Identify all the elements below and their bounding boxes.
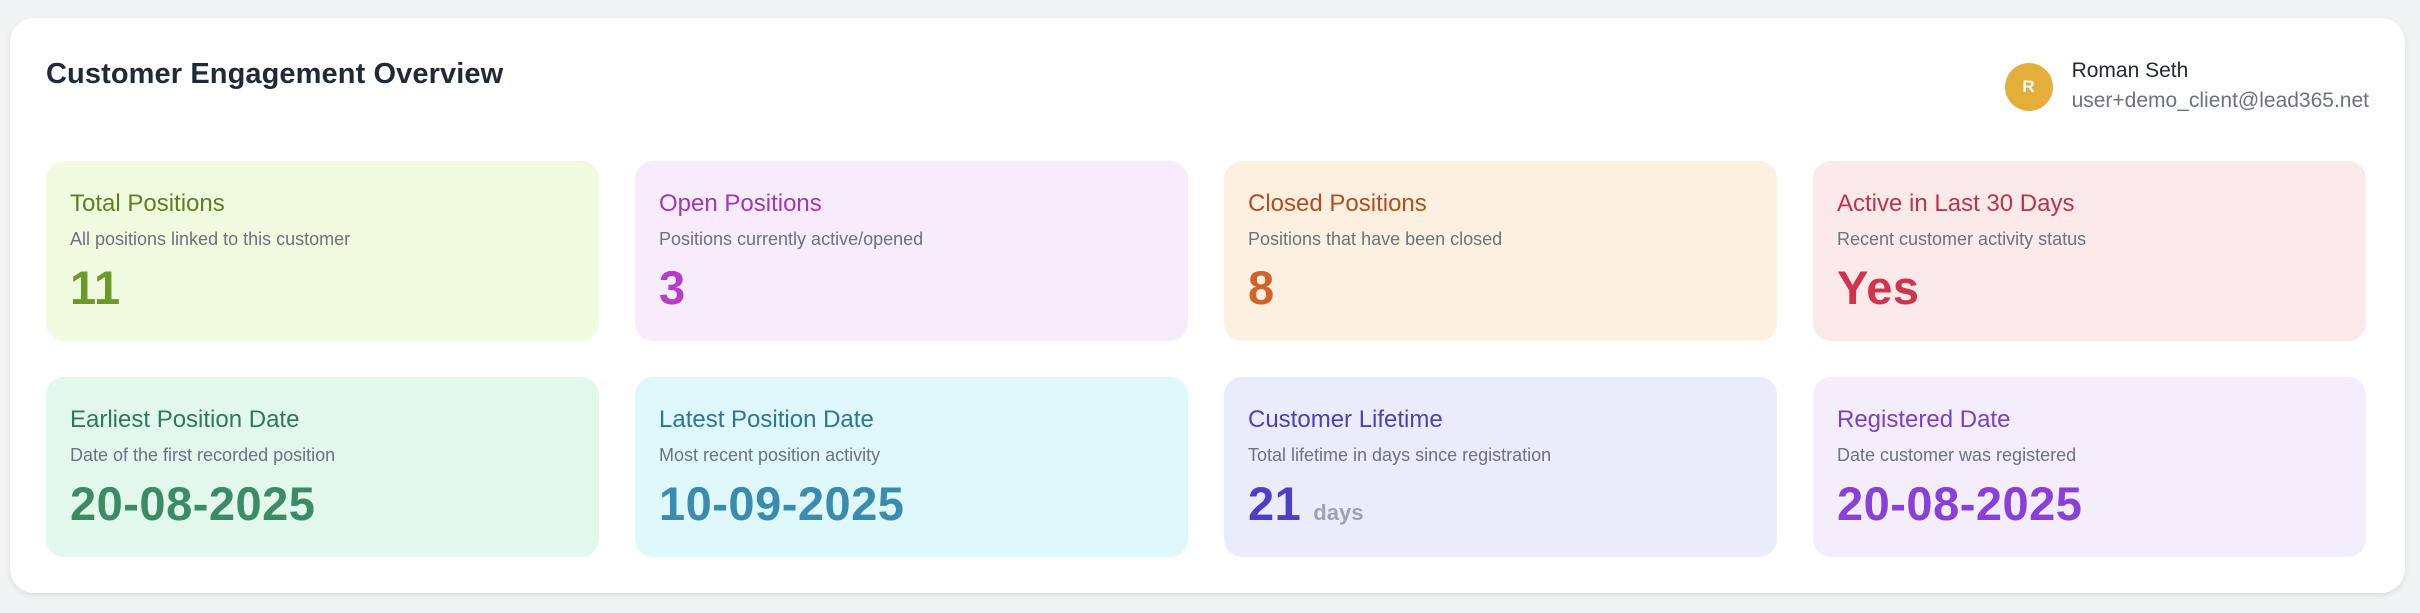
- card-closed-positions: Closed Positions Positions that have bee…: [1224, 161, 1777, 341]
- user-email: user+demo_client@lead365.net: [2071, 89, 2369, 112]
- card-value: 21: [1248, 477, 1302, 530]
- card-unit: days: [1313, 500, 1364, 525]
- card-latest-position-date: Latest Position Date Most recent positio…: [635, 377, 1188, 557]
- card-description: All positions linked to this customer: [70, 229, 351, 249]
- user-profile[interactable]: R Roman Seth user+demo_client@lead365.ne…: [2004, 56, 2369, 116]
- card-active-last-30-days: Active in Last 30 Days Recent customer a…: [1813, 161, 2366, 341]
- card-title: Closed Positions: [1248, 190, 1427, 217]
- card-value: 20-08-2025: [1837, 477, 2083, 530]
- card-customer-lifetime: Customer Lifetime Total lifetime in days…: [1224, 377, 1777, 557]
- card-title: Customer Lifetime: [1248, 406, 1443, 433]
- avatar[interactable]: R: [2004, 63, 2053, 111]
- card-title: Registered Date: [1837, 406, 2011, 433]
- card-description: Date of the first recorded position: [70, 445, 336, 465]
- card-title: Total Positions: [70, 190, 225, 217]
- card-description: Total lifetime in days since registratio…: [1248, 445, 1552, 465]
- card-earliest-position-date: Earliest Position Date Date of the first…: [46, 377, 599, 557]
- card-value: 10-09-2025: [659, 477, 905, 530]
- card-value: 3: [659, 261, 686, 314]
- card-value: 8: [1248, 261, 1275, 314]
- user-info: Roman Seth user+demo_client@lead365.net: [2072, 56, 2369, 116]
- card-open-positions: Open Positions Positions currently activ…: [635, 161, 1188, 341]
- card-value: 20-08-2025: [70, 477, 316, 530]
- card-value: 11: [70, 261, 121, 314]
- card-description: Most recent position activity: [659, 445, 881, 465]
- page-title: Customer Engagement Overview: [46, 58, 504, 90]
- card-title: Earliest Position Date: [70, 406, 300, 433]
- card-title: Active in Last 30 Days: [1837, 190, 2075, 217]
- card-value: Yes: [1837, 261, 1920, 314]
- engagement-panel: Customer Engagement Overview R Roman Set…: [10, 18, 2405, 593]
- card-description: Positions currently active/opened: [659, 229, 924, 249]
- card-description: Date customer was registered: [1837, 445, 2077, 465]
- card-total-positions: Total Positions All positions linked to …: [46, 161, 599, 341]
- card-registered-date: Registered Date Date customer was regist…: [1813, 377, 2366, 557]
- card-description: Positions that have been closed: [1248, 229, 1503, 249]
- user-name: Roman Seth: [2071, 59, 2189, 82]
- card-title: Latest Position Date: [659, 406, 874, 433]
- card-title: Open Positions: [659, 190, 822, 217]
- card-description: Recent customer activity status: [1837, 229, 2087, 249]
- stats-grid: Total Positions All positions linked to …: [46, 161, 2366, 557]
